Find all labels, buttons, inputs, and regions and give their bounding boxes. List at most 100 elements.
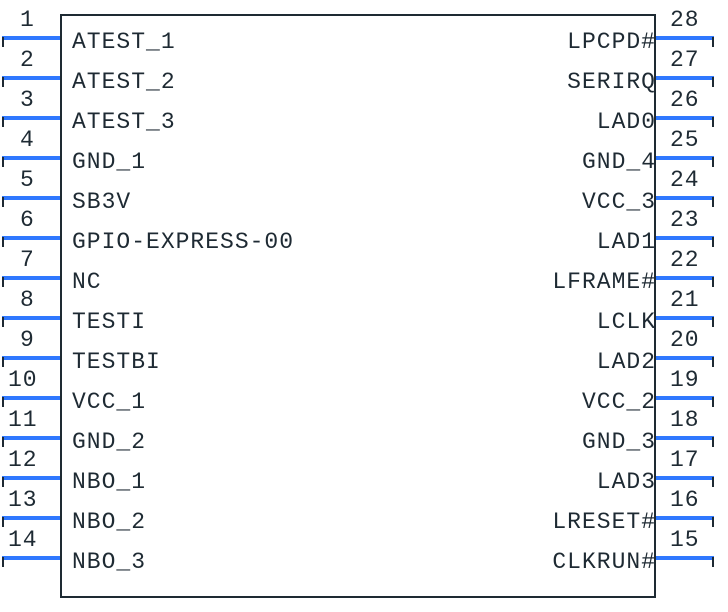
pin-number: 23 [670,207,700,233]
pin-number: 24 [670,167,700,193]
pin-number: 16 [670,487,700,513]
pin-tick [2,237,4,247]
pin-tick [2,517,4,527]
pin-label-right: LAD0 [597,109,656,135]
pin-lead-left [2,76,60,80]
pin-tick [2,357,4,367]
pin-label-right: LAD3 [597,469,656,495]
pin-tick [712,357,714,367]
pin-label-right: LCLK [597,309,656,335]
pin-label-right: LAD2 [597,349,656,375]
pin-tick [712,317,714,327]
pin-number: 12 [8,447,38,473]
pin-label-right: CLKRUN# [552,549,656,575]
pin-number: 20 [670,327,700,353]
pin-label-right: VCC_3 [582,189,656,215]
pin-number: 8 [20,287,35,313]
pin-number: 3 [20,87,35,113]
pin-tick [712,477,714,487]
pin-lead-right [656,116,714,120]
pin-tick [712,197,714,207]
pin-lead-left [2,36,60,40]
pin-tick [712,437,714,447]
pin-number: 25 [670,127,700,153]
pin-lead-left [2,396,60,400]
pin-tick [2,557,4,567]
pin-tick [2,477,4,487]
pin-tick [712,557,714,567]
pin-lead-right [656,356,714,360]
pin-label-left: VCC_1 [72,389,146,415]
pin-lead-right [656,196,714,200]
pin-number: 11 [8,407,38,433]
pin-number: 18 [670,407,700,433]
pin-number: 9 [20,327,35,353]
pin-label-left: NBO_2 [72,509,146,535]
pin-label-left: TESTBI [72,349,161,375]
pin-number: 5 [20,167,35,193]
pin-label-right: VCC_2 [582,389,656,415]
pin-tick [2,197,4,207]
pin-lead-right [656,476,714,480]
pin-label-right: LRESET# [552,509,656,535]
pin-label-right: LPCPD# [567,29,656,55]
pin-lead-right [656,156,714,160]
pin-number: 21 [670,287,700,313]
pin-label-right: SERIRQ [567,69,656,95]
pin-tick [712,37,714,47]
pin-tick [712,77,714,87]
pin-lead-left [2,436,60,440]
pin-label-right: GND_4 [582,149,656,175]
pin-label-right: GND_3 [582,429,656,455]
pin-lead-right [656,76,714,80]
pin-tick [712,517,714,527]
pin-label-left: ATEST_2 [72,69,176,95]
pin-lead-left [2,316,60,320]
pin-number: 7 [20,247,35,273]
pin-label-left: NBO_1 [72,469,146,495]
pin-tick [2,117,4,127]
pin-tick [2,317,4,327]
pin-label-left: NC [72,269,102,295]
pin-lead-left [2,116,60,120]
pin-number: 28 [670,7,700,33]
pin-tick [2,37,4,47]
pin-number: 14 [8,527,38,553]
pin-number: 1 [20,7,35,33]
pin-tick [2,157,4,167]
pin-lead-left [2,156,60,160]
pin-label-left: GND_1 [72,149,146,175]
pin-lead-left [2,196,60,200]
pin-lead-right [656,36,714,40]
pin-number: 4 [20,127,35,153]
pin-tick [2,277,4,287]
pin-number: 19 [670,367,700,393]
pin-number: 10 [8,367,38,393]
pin-label-left: ATEST_1 [72,29,176,55]
pin-tick [712,117,714,127]
pin-number: 22 [670,247,700,273]
pin-tick [712,237,714,247]
pin-lead-left [2,236,60,240]
pin-tick [2,437,4,447]
pin-lead-left [2,476,60,480]
pin-tick [712,157,714,167]
pin-label-left: NBO_3 [72,549,146,575]
pin-tick [712,397,714,407]
pin-lead-left [2,516,60,520]
pin-lead-left [2,356,60,360]
pin-tick [2,397,4,407]
pin-label-right: LAD1 [597,229,656,255]
pin-lead-right [656,556,714,560]
pin-label-left: SB3V [72,189,131,215]
pin-number: 27 [670,47,700,73]
pin-number: 17 [670,447,700,473]
pin-lead-right [656,436,714,440]
pin-number: 13 [8,487,38,513]
pin-number: 15 [670,527,700,553]
pin-lead-right [656,276,714,280]
pin-lead-right [656,396,714,400]
pin-number: 2 [20,47,35,73]
pin-label-left: GPIO-EXPRESS-00 [72,229,294,255]
pin-label-left: ATEST_3 [72,109,176,135]
